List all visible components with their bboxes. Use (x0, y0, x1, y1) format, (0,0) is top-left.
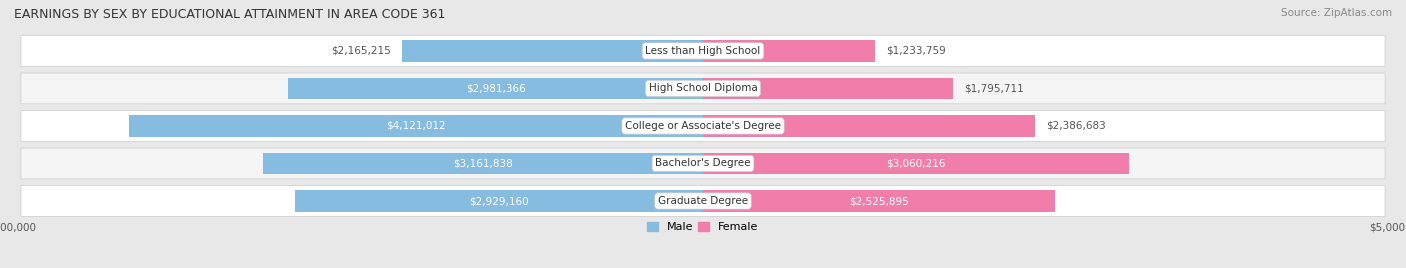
FancyBboxPatch shape (21, 148, 1385, 179)
Text: High School Diploma: High School Diploma (648, 83, 758, 94)
Bar (402, 40, 703, 62)
Text: $2,981,366: $2,981,366 (465, 83, 526, 94)
Text: Less than High School: Less than High School (645, 46, 761, 56)
Text: College or Associate's Degree: College or Associate's Degree (626, 121, 780, 131)
Text: Graduate Degree: Graduate Degree (658, 196, 748, 206)
Text: $2,386,683: $2,386,683 (1046, 121, 1107, 131)
FancyBboxPatch shape (21, 111, 1385, 141)
FancyBboxPatch shape (21, 186, 1385, 216)
Text: $3,060,216: $3,060,216 (886, 158, 946, 169)
Text: Source: ZipAtlas.com: Source: ZipAtlas.com (1281, 8, 1392, 18)
Bar (703, 40, 875, 62)
Text: $3,161,838: $3,161,838 (453, 158, 513, 169)
Text: $1,233,759: $1,233,759 (886, 46, 946, 56)
Text: Bachelor's Degree: Bachelor's Degree (655, 158, 751, 169)
Bar (288, 77, 703, 99)
Bar (703, 190, 1054, 212)
Text: $2,165,215: $2,165,215 (330, 46, 391, 56)
Text: $4,121,012: $4,121,012 (387, 121, 446, 131)
Bar (129, 115, 703, 137)
Text: EARNINGS BY SEX BY EDUCATIONAL ATTAINMENT IN AREA CODE 361: EARNINGS BY SEX BY EDUCATIONAL ATTAINMEN… (14, 8, 446, 21)
FancyBboxPatch shape (21, 36, 1385, 66)
Bar (295, 190, 703, 212)
Bar (703, 115, 1035, 137)
Bar (263, 152, 703, 174)
Text: $2,929,160: $2,929,160 (470, 196, 529, 206)
Text: $2,525,895: $2,525,895 (849, 196, 908, 206)
Bar (703, 77, 953, 99)
FancyBboxPatch shape (21, 73, 1385, 104)
Text: $1,795,711: $1,795,711 (965, 83, 1024, 94)
Bar (703, 152, 1129, 174)
Legend: Male, Female: Male, Female (643, 217, 763, 237)
